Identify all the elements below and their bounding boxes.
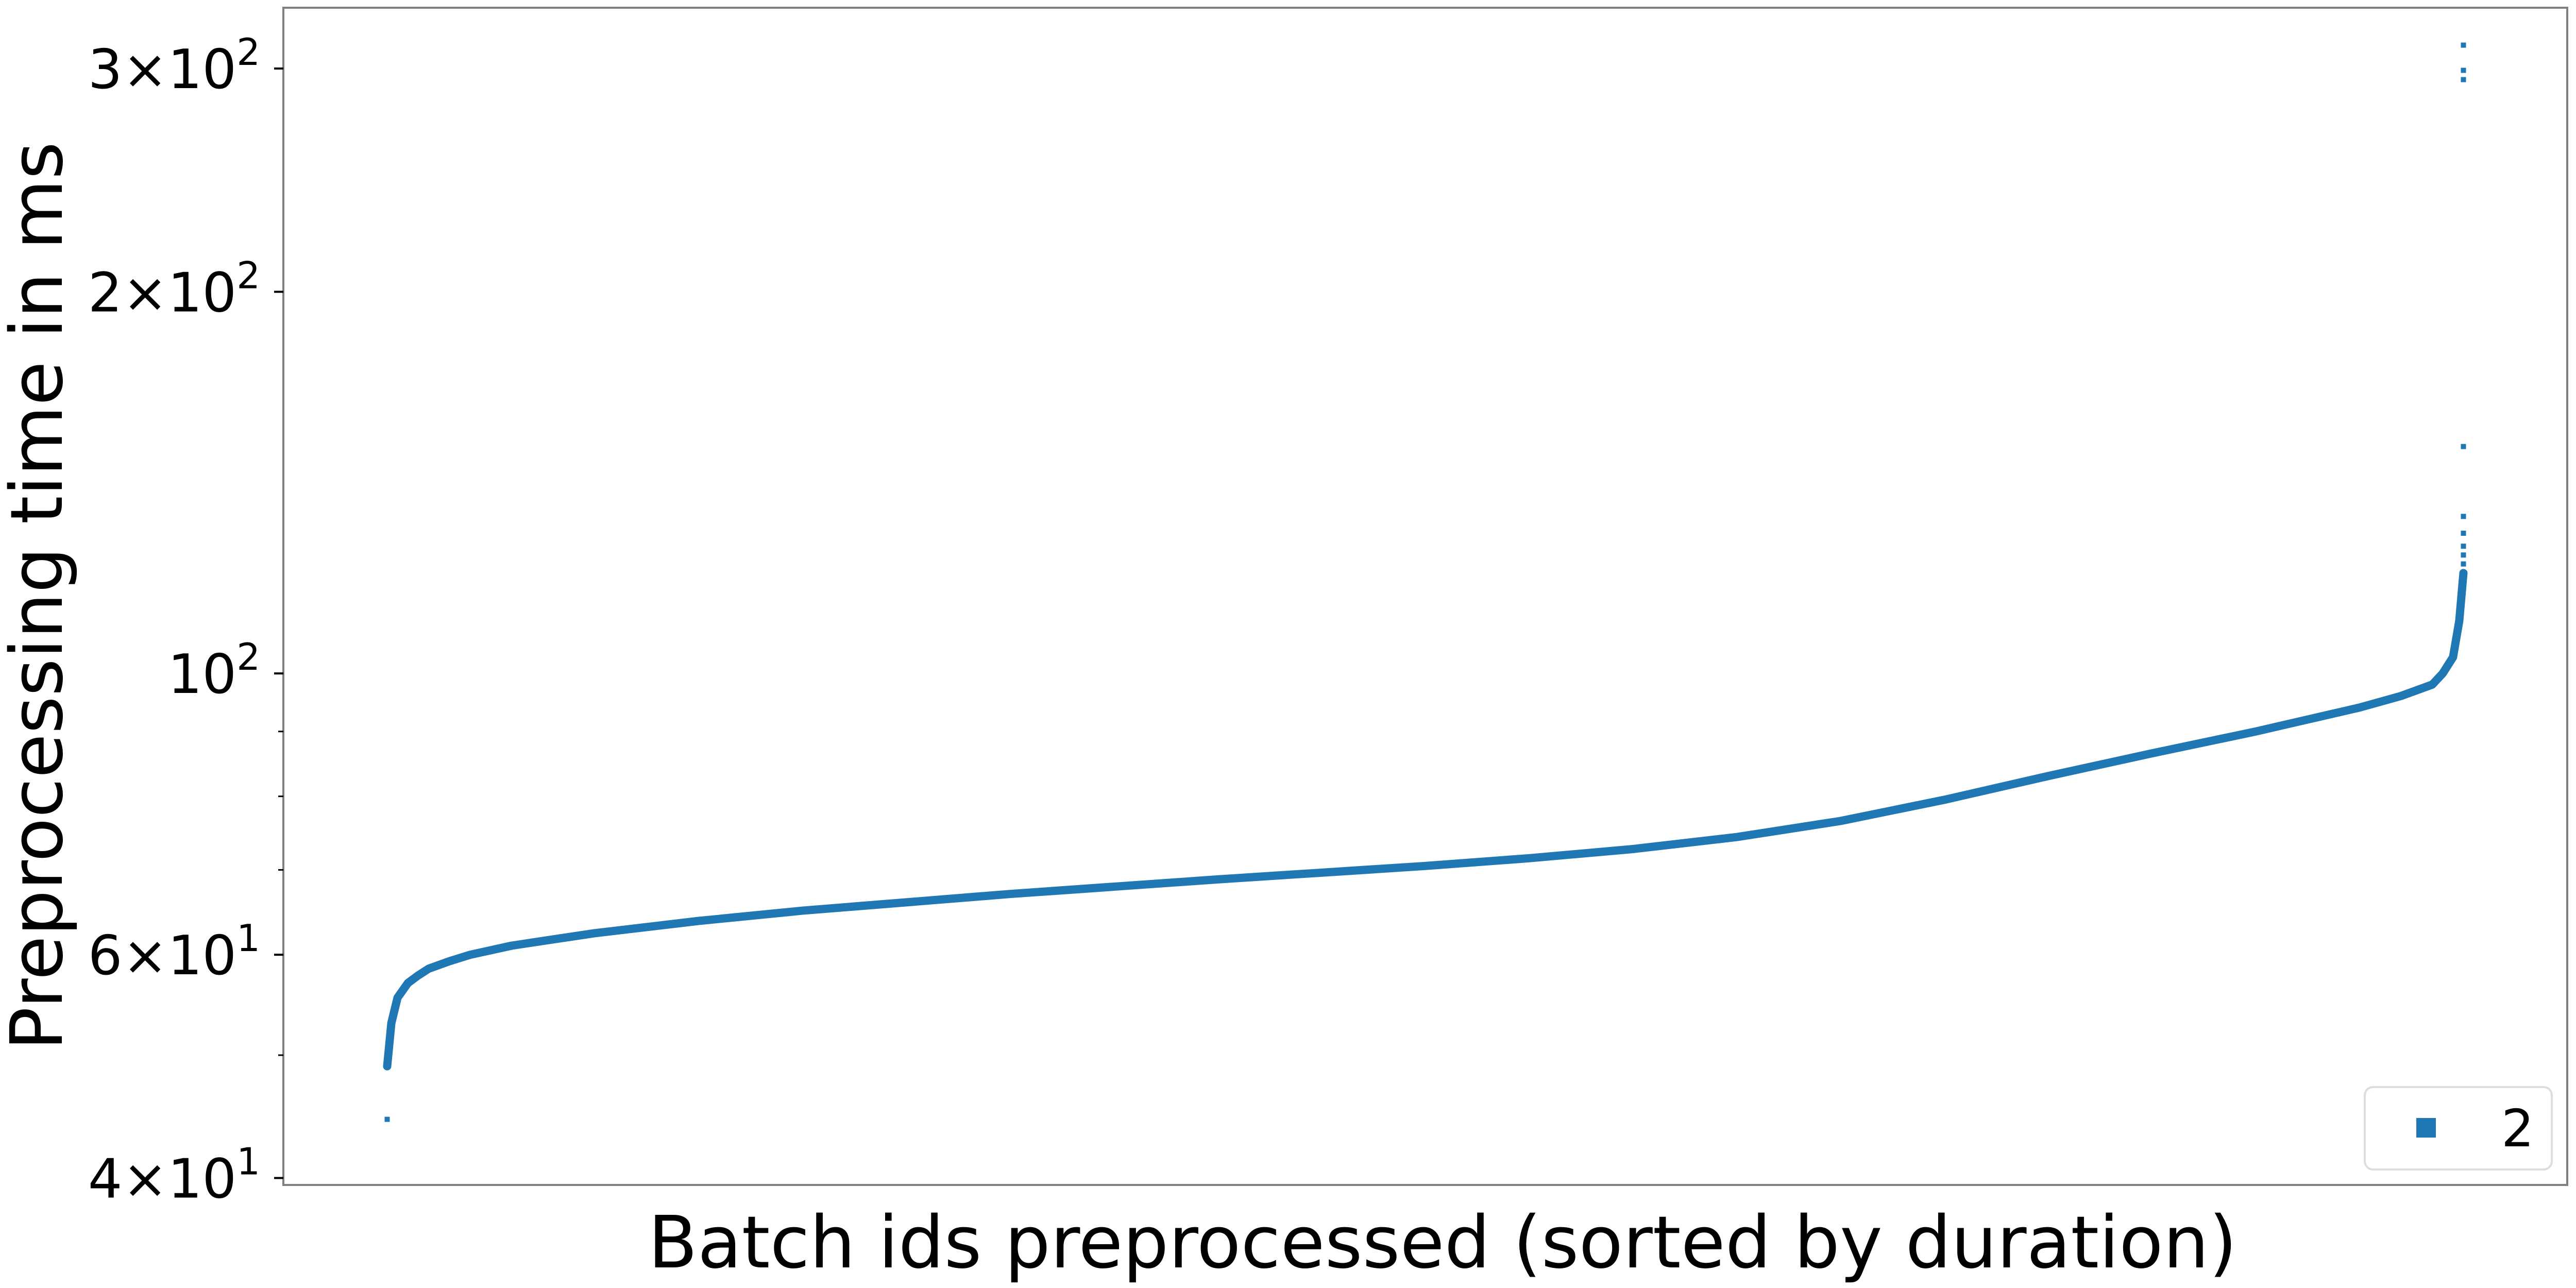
data-point xyxy=(2461,67,2466,73)
legend: 2 xyxy=(2364,1086,2553,1171)
y-axis-label: Preprocessing time in ms xyxy=(0,142,79,1050)
series-2 xyxy=(383,42,2468,1122)
legend-marker xyxy=(2416,1118,2436,1138)
data-point xyxy=(2461,544,2466,549)
data-point xyxy=(384,1116,390,1122)
y-tick-label: 102 xyxy=(168,635,260,706)
data-point xyxy=(2461,531,2466,536)
data-point xyxy=(2461,552,2466,558)
y-axis-ticks: 4×101 6×101 102 2×102 3×102 xyxy=(88,30,283,1211)
legend-box xyxy=(2364,1086,2553,1171)
y-tick-label: 4×101 xyxy=(88,1140,260,1211)
data-point xyxy=(2461,444,2466,449)
data-point xyxy=(2461,561,2466,567)
plot-area xyxy=(282,7,2568,1186)
y-tick-label: 6×101 xyxy=(88,917,260,987)
x-axis-label: Batch ids preprocessed (sorted by durati… xyxy=(648,1201,2237,1285)
data-point xyxy=(2461,77,2466,82)
legend-label: 2 xyxy=(2501,1098,2534,1159)
data-points-curve xyxy=(383,569,2468,1071)
data-point xyxy=(2461,514,2466,519)
data-point xyxy=(2461,42,2466,48)
y-tick-label: 2×102 xyxy=(88,253,260,324)
y-tick-label: 3×102 xyxy=(88,30,260,101)
